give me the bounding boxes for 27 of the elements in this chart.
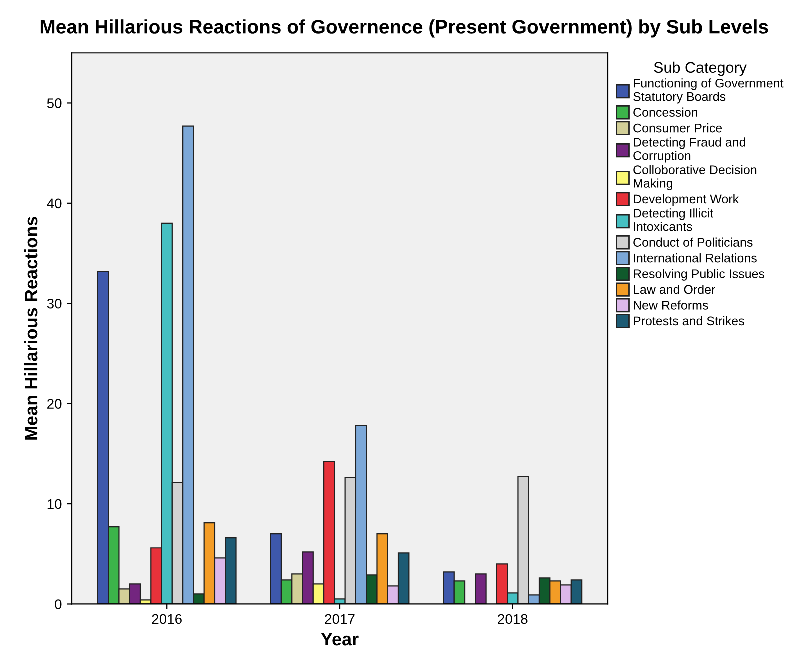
legend-label: Detecting Fraud and Corruption [634, 138, 746, 163]
bar [475, 574, 487, 604]
legend-title: Sub Category [654, 62, 747, 76]
legend-label: Colloborative Decision Making [634, 165, 757, 190]
legend-label: Detecting Illicit Intoxicants [634, 208, 714, 232]
legend-label: Concession [634, 108, 698, 117]
legend-label: Consumer Price [634, 124, 722, 133]
y-tick-label: 50 [47, 98, 62, 108]
x-axis-title: Year [321, 633, 359, 646]
legend-label: Protests and Strikes [634, 316, 744, 326]
y-tick-label: 40 [47, 198, 62, 209]
y-tick-label: 30 [47, 298, 62, 309]
legend-label: New Reforms [634, 300, 708, 310]
x-tick-label: 2018 [498, 614, 528, 624]
chart-title: Mean Hillarious Reactions of Governence (Present Government) by Sub Levels [40, 20, 768, 38]
x-tick-label: 2016 [152, 614, 182, 624]
legend-label: Functioning of Government Statutory Boards [634, 78, 784, 104]
legend-label: Development Work [634, 194, 740, 206]
y-tick-label: 0 [55, 600, 62, 610]
legend-label: International Relations [634, 254, 757, 263]
legend-label: Conduct of Politicians [634, 238, 753, 247]
y-tick-label: 10 [48, 499, 62, 510]
legend-label: Resolving Public Issues [634, 269, 765, 281]
y-axis-title: Mean Hillarious Reactions [24, 217, 38, 440]
legend-label: Law and Order [634, 284, 716, 294]
x-tick-label: 2017 [325, 614, 355, 624]
y-tick-label: 20 [48, 399, 62, 409]
